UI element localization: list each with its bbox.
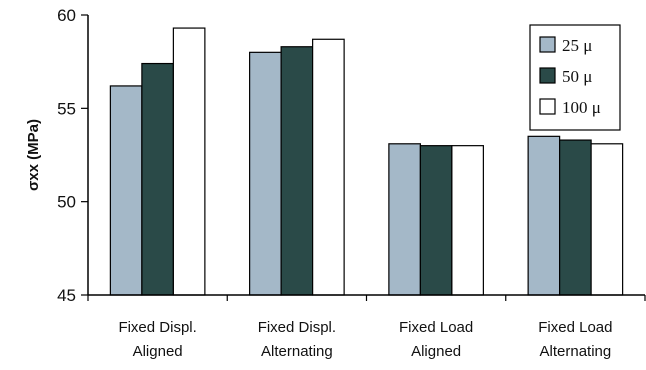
bar xyxy=(451,145,484,296)
legend-items: 25 μ 50 μ 100 μ xyxy=(539,36,601,117)
bar xyxy=(141,62,174,296)
x-category-label: Fixed Load xyxy=(399,319,473,336)
y-tick-label: 60 xyxy=(57,6,76,25)
y-tick-label: 55 xyxy=(57,99,76,118)
legend-label: 100 μ xyxy=(562,98,601,117)
x-category-label: Aligned xyxy=(411,343,461,360)
legend-swatch xyxy=(539,98,556,115)
bar xyxy=(312,38,345,296)
legend-label: 50 μ xyxy=(562,67,592,86)
bar xyxy=(388,143,421,296)
bar xyxy=(527,135,561,296)
y-tick-label: 45 xyxy=(57,286,76,305)
x-category-label: Alternating xyxy=(540,343,612,360)
legend-swatch xyxy=(539,36,556,53)
x-category-label: Aligned xyxy=(133,343,183,360)
bar xyxy=(419,145,453,296)
legend-swatch xyxy=(539,67,556,84)
bar xyxy=(590,143,624,296)
y-ticks-group: 45 50 55 60 xyxy=(57,6,88,305)
x-category-label: Fixed Displ. xyxy=(118,319,196,336)
x-category-label: Fixed Displ. xyxy=(258,319,336,336)
bar xyxy=(280,46,314,296)
legend-label: 25 μ xyxy=(562,36,592,55)
legend: 25 μ 50 μ 100 μ xyxy=(529,24,621,131)
x-categories-group: Fixed Displ. Aligned Fixed Displ. Alternati… xyxy=(87,295,646,360)
y-axis-label: σxx (MPa) xyxy=(25,119,42,191)
bar xyxy=(559,139,592,296)
bars-group xyxy=(109,27,624,296)
y-tick-label: 50 xyxy=(57,193,76,212)
x-category-label: Fixed Load xyxy=(538,319,612,336)
bar xyxy=(249,51,282,296)
bar xyxy=(172,27,206,296)
x-category-label: Alternating xyxy=(261,343,333,360)
bar xyxy=(109,85,143,296)
